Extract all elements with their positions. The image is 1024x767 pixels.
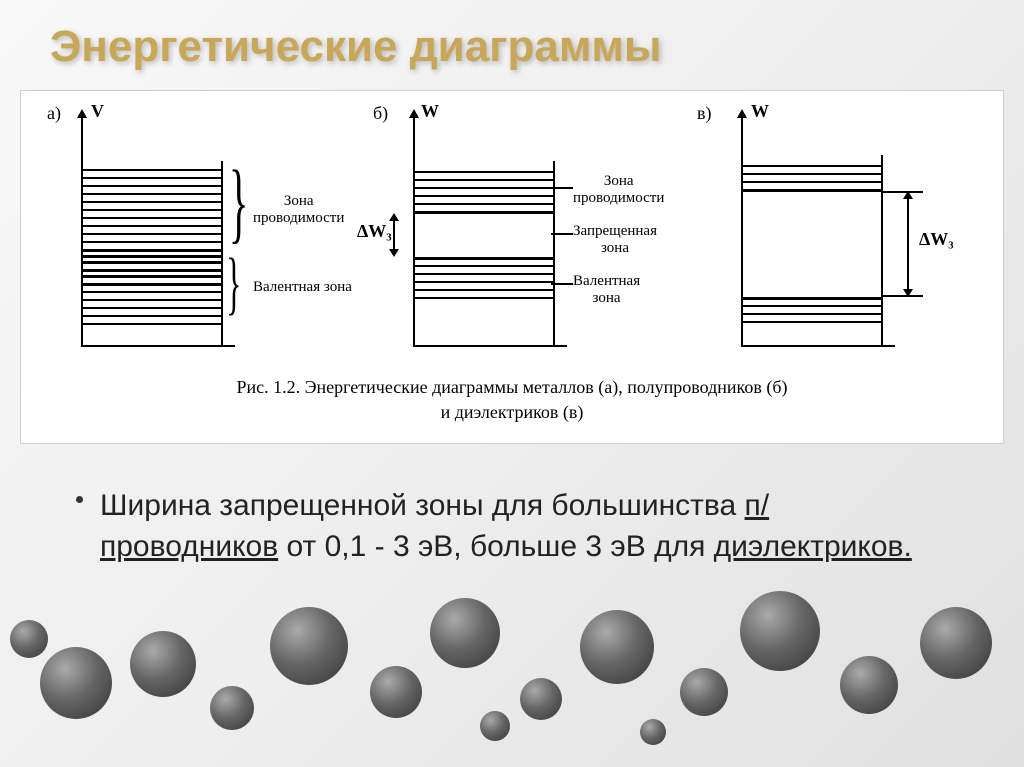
axis-line (553, 161, 555, 345)
bubble-icon (130, 631, 196, 697)
energy-level-line (415, 257, 553, 260)
energy-level-line (415, 265, 553, 267)
brace-icon: } (226, 259, 241, 308)
energy-level-line (83, 269, 221, 272)
energy-level-line (83, 217, 221, 219)
panel-c-tag: в) (697, 103, 712, 124)
axis-line (741, 345, 895, 347)
zone-conduction-label-b: Зонапроводимости (573, 173, 664, 208)
panel-c: в) W ΔW₃ (671, 101, 989, 361)
energy-level-line (415, 195, 553, 197)
energy-level-line (83, 193, 221, 195)
bubble-icon (430, 598, 500, 668)
body-paragraph: Ширина запрещенной зоны для большинства … (100, 486, 944, 567)
energy-level-line (83, 225, 221, 227)
decorative-bubbles (0, 607, 1024, 767)
energy-level-line (83, 323, 221, 325)
dw-arrow-c (907, 193, 909, 295)
arrowhead-icon (77, 109, 87, 118)
dw-top-bar (881, 191, 923, 193)
energy-level-line (415, 289, 553, 291)
bubble-icon (840, 656, 898, 714)
energy-level-line (83, 249, 221, 252)
arrowhead-icon (737, 109, 747, 118)
bubble-icon (520, 678, 562, 720)
energy-level-line (83, 233, 221, 235)
panel-b: б) W ΔW₃ Зонапроводимости Запрещеннаязон… (353, 101, 671, 361)
energy-level-line (83, 299, 221, 301)
bubble-icon (480, 711, 510, 741)
energy-level-line (743, 321, 881, 323)
axis-line (881, 155, 883, 345)
energy-level-line (415, 281, 553, 283)
energy-level-line (83, 275, 221, 278)
axis-line (741, 111, 743, 345)
axis-line (413, 345, 567, 347)
energy-level-line (743, 305, 881, 307)
dw-arrow-b (393, 215, 395, 255)
axis-line (413, 111, 415, 345)
energy-level-line (83, 291, 221, 293)
panel-b-tag: б) (373, 103, 388, 124)
energy-level-line (83, 209, 221, 211)
panel-b-axis-label: W (421, 101, 439, 122)
energy-level-line (743, 313, 881, 315)
brace-icon: } (229, 171, 248, 234)
energy-level-line (83, 201, 221, 203)
bubble-icon (270, 607, 348, 685)
energy-level-line (743, 173, 881, 175)
figure-container: а) V } Зонапроводимости } Валентная зона… (20, 90, 1004, 444)
energy-level-line (743, 189, 881, 192)
energy-level-line (743, 181, 881, 183)
zone-valence-label-a: Валентная зона (253, 279, 352, 296)
dw-label-b: ΔW₃ (357, 221, 392, 242)
panels-row: а) V } Зонапроводимости } Валентная зона… (35, 101, 989, 361)
energy-level-line (83, 185, 221, 187)
zone-conduction-label-a: Зонапроводимости (253, 193, 344, 228)
panel-c-axis-label: W (751, 101, 769, 122)
energy-level-line (83, 177, 221, 179)
dw-label-c: ΔW₃ (919, 229, 954, 250)
zone-forbidden-label-b: Запрещеннаязона (573, 223, 657, 258)
energy-level-line (83, 315, 221, 317)
bubble-icon (580, 610, 654, 684)
bubble-icon (370, 666, 422, 718)
energy-level-line (83, 169, 221, 171)
energy-level-line (415, 171, 553, 173)
energy-level-line (83, 255, 221, 258)
energy-level-line (743, 165, 881, 167)
bubble-icon (40, 647, 112, 719)
axis-line (221, 161, 223, 345)
page-title: Энергетические диаграммы (0, 0, 1024, 84)
arrowhead-icon (409, 109, 419, 118)
bubble-icon (920, 607, 992, 679)
axis-line (81, 111, 83, 345)
axis-line (81, 345, 235, 347)
energy-level-line (415, 273, 553, 275)
dw-bot-bar (881, 295, 923, 297)
energy-level-line (83, 241, 221, 243)
bubble-icon (10, 620, 48, 658)
panel-a-axis-label: V (91, 101, 104, 122)
bullet-icon (76, 496, 83, 503)
energy-level-line (743, 297, 881, 300)
bubble-icon (210, 686, 254, 730)
energy-level-line (415, 187, 553, 189)
figure-caption: Рис. 1.2. Энергетические диаграммы метал… (35, 375, 989, 425)
panel-a: а) V } Зонапроводимости } Валентная зона (35, 101, 353, 361)
energy-level-line (83, 261, 221, 264)
energy-level-line (415, 211, 553, 214)
zone-valence-label-b: Валентнаязона (573, 273, 640, 308)
energy-level-line (415, 203, 553, 205)
energy-level-line (415, 179, 553, 181)
energy-level-line (83, 283, 221, 286)
energy-level-line (83, 307, 221, 309)
panel-a-tag: а) (47, 103, 61, 124)
bubble-icon (640, 719, 666, 745)
bubble-icon (680, 668, 728, 716)
energy-level-line (415, 297, 553, 299)
bubble-icon (740, 591, 820, 671)
